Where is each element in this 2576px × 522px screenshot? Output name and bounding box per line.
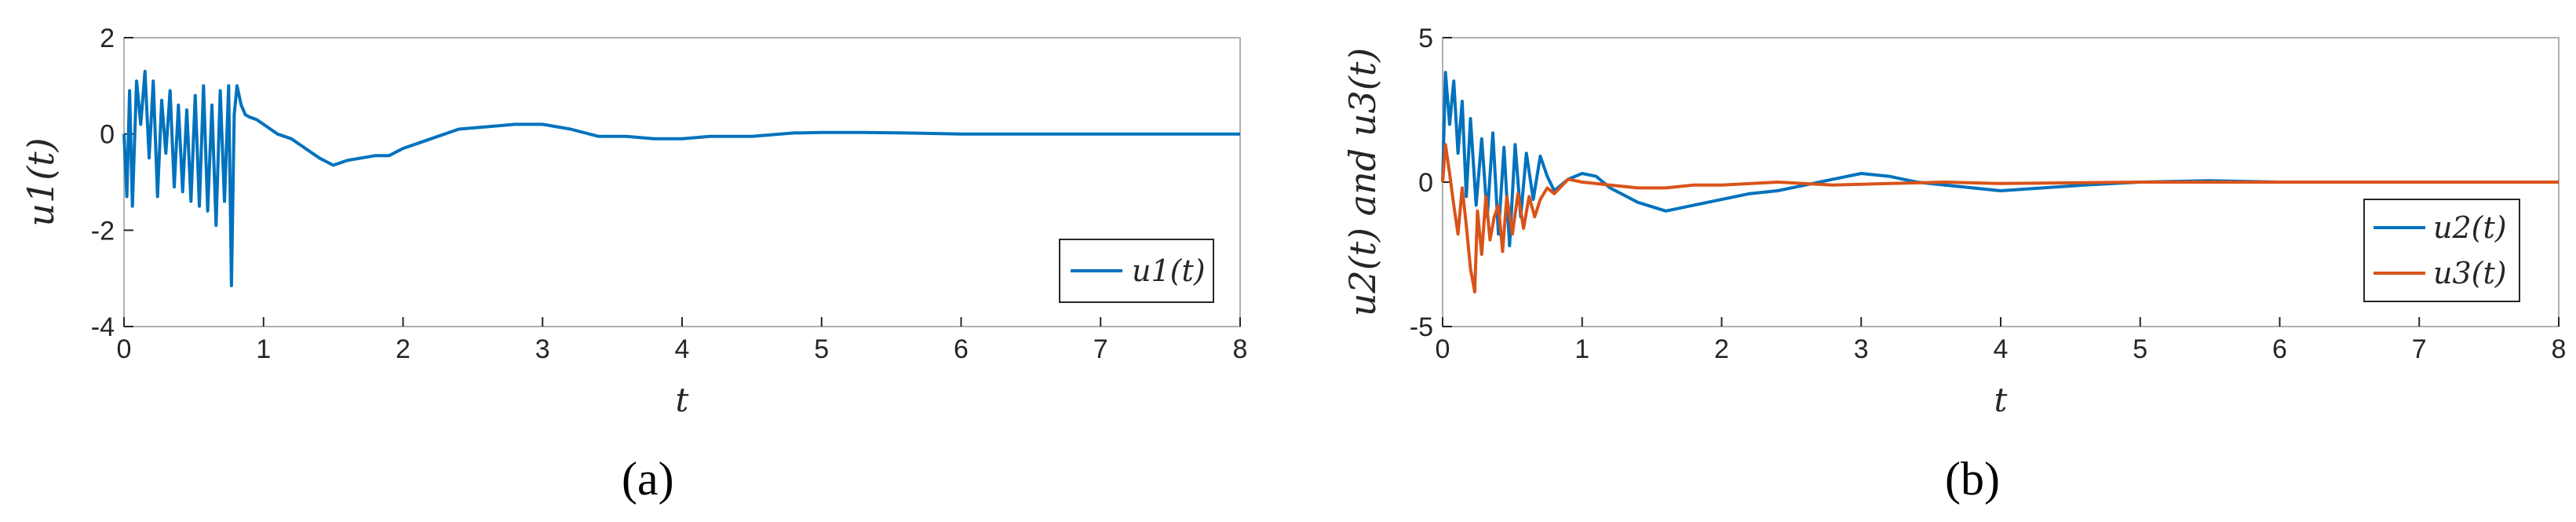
legend-box-b	[2363, 199, 2520, 302]
x-tick-label: 1	[1574, 334, 1589, 364]
legend-label-u1: u1(t)	[1132, 254, 1206, 288]
y-tick-label: -4	[91, 312, 115, 342]
legend-label-u2: u2(t)	[2433, 210, 2507, 245]
caption-a: (a)	[622, 453, 674, 505]
caption-b: (b)	[1945, 453, 2000, 505]
x-tick-label: 8	[1233, 334, 1248, 364]
x-tick-label: 7	[1093, 334, 1108, 364]
x-ticks-b: 0 1 2 3 4 5 6 7 8	[1436, 317, 2567, 364]
plot-area-a	[123, 37, 1241, 327]
x-tick-label: 3	[535, 334, 550, 364]
legend-b: u2(t) u3(t)	[2363, 199, 2520, 302]
series-line-u3t	[1441, 143, 2559, 294]
x-tick-label: 5	[2133, 334, 2147, 364]
legend-label-u3: u3(t)	[2433, 256, 2507, 290]
y-tick-label: 2	[100, 24, 115, 53]
y-axis-label-a: u1(t)	[20, 137, 62, 226]
y-axis-label-b: u2(t) and u3(t)	[1341, 48, 1384, 316]
y-tick-label: -2	[91, 216, 115, 246]
x-tick-label: 4	[1994, 334, 2009, 364]
series-lines-b	[1441, 71, 2559, 294]
series-line-u1t	[122, 69, 1240, 287]
x-tick-label: 2	[396, 334, 410, 364]
series-lines-a	[122, 69, 1240, 287]
x-tick-label: 0	[117, 334, 132, 364]
x-axis-label-b: t	[1994, 381, 2008, 419]
y-ticks-a: -4 -2 0 2	[91, 24, 133, 342]
x-tick-label: 7	[2412, 334, 2427, 364]
y-ticks-b: -5 0 5	[1410, 24, 1452, 342]
x-axis-label-a: t	[676, 381, 689, 419]
x-tick-label: 8	[2552, 334, 2567, 364]
series-line-u2t	[1441, 71, 2559, 247]
x-tick-label: 6	[954, 334, 969, 364]
x-tick-label: 1	[256, 334, 271, 364]
y-tick-label: -5	[1410, 312, 1433, 342]
x-tick-label: 4	[675, 334, 690, 364]
legend-a: u1(t)	[1059, 239, 1214, 303]
x-tick-label: 5	[814, 334, 829, 364]
y-tick-label: 0	[1418, 168, 1433, 198]
x-tick-label: 2	[1714, 334, 1729, 364]
x-tick-label: 6	[2272, 334, 2287, 364]
y-tick-label: 5	[1418, 24, 1433, 53]
x-ticks-a: 0 1 2 3 4 5 6 7 8	[117, 317, 1248, 364]
y-tick-label: 0	[100, 120, 115, 150]
x-tick-label: 0	[1436, 334, 1450, 364]
x-tick-label: 3	[1854, 334, 1869, 364]
chart-a: 0 1 2 3 4 5 6 7 8 -4 -2 0 2 t u1(t) u1(t) (a)	[20, 24, 1247, 505]
